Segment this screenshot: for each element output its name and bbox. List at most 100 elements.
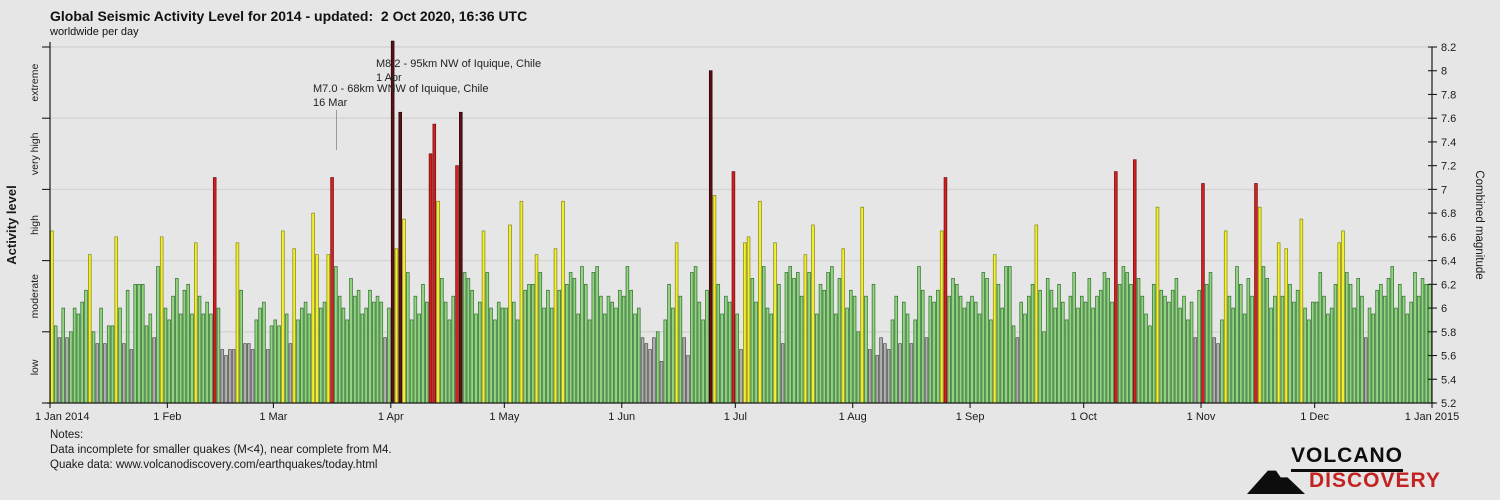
day-bar <box>1337 242 1341 404</box>
day-bar <box>871 283 876 404</box>
day-bar <box>659 361 664 404</box>
day-bar <box>826 272 830 404</box>
day-bar <box>690 272 694 404</box>
day-bar <box>845 307 849 404</box>
day-bar <box>731 171 736 404</box>
day-bar <box>99 307 103 404</box>
day-bar <box>1076 307 1080 404</box>
left-axis-title: Activity level <box>4 185 19 265</box>
day-bar <box>1405 313 1410 404</box>
x-axis-tick-label: 1 Jul <box>724 411 747 423</box>
day-bar <box>360 313 365 404</box>
day-bar <box>481 230 486 404</box>
day-bar <box>311 212 315 404</box>
day-bar <box>1288 283 1292 404</box>
right-axis-tick-label: 6.6 <box>1441 232 1456 244</box>
day-bar <box>1061 301 1065 404</box>
day-bar <box>1242 313 1247 404</box>
day-bar <box>1254 183 1258 404</box>
day-bar <box>318 307 323 404</box>
day-bar <box>428 153 433 404</box>
day-bar <box>1155 206 1160 404</box>
day-bar <box>375 295 380 404</box>
day-bar <box>1235 266 1239 404</box>
day-bar <box>1428 283 1432 404</box>
page-subtitle: worldwide per day <box>50 26 139 38</box>
day-bar <box>1326 313 1330 404</box>
day-bar <box>920 289 925 404</box>
day-bar <box>209 313 213 404</box>
day-bar <box>924 337 929 404</box>
day-bar <box>655 331 660 404</box>
day-bar <box>886 349 891 404</box>
day-bar <box>629 289 633 404</box>
day-bar <box>849 289 853 404</box>
day-bar <box>1394 307 1398 404</box>
day-bar <box>436 200 440 404</box>
day-bar <box>546 289 550 404</box>
left-axis-band-label: extreme <box>29 63 41 101</box>
day-bar <box>977 313 982 404</box>
day-bar <box>406 272 410 404</box>
right-axis-tick-label: 6.2 <box>1441 279 1456 291</box>
notes-heading: Notes: <box>50 429 84 441</box>
day-bar <box>1257 206 1262 404</box>
page-title: Global Seismic Activity Level for 2014 -… <box>50 8 528 24</box>
day-bar <box>1064 319 1069 404</box>
day-bar <box>720 313 724 404</box>
day-bar <box>879 337 883 404</box>
day-bar <box>1220 319 1224 404</box>
day-bar <box>599 295 603 404</box>
day-bar <box>678 295 683 404</box>
day-bar <box>1348 283 1353 404</box>
day-bar <box>671 307 675 404</box>
day-bar <box>1273 295 1277 404</box>
day-bar <box>1144 313 1148 404</box>
day-bar <box>587 319 592 404</box>
day-bar <box>761 266 766 404</box>
day-bar <box>262 301 266 404</box>
day-bar <box>103 343 107 404</box>
day-bar <box>474 313 478 404</box>
day-bar <box>76 313 81 404</box>
day-bar <box>996 283 1001 404</box>
day-bar <box>905 313 910 404</box>
right-axis-tick-label: 7.2 <box>1441 161 1456 173</box>
day-bar <box>205 301 209 404</box>
day-bar <box>345 319 349 404</box>
day-bar <box>159 236 164 404</box>
day-bar <box>1382 295 1387 404</box>
day-bar <box>424 301 429 404</box>
day-bar <box>239 289 243 404</box>
day-bar <box>1121 266 1126 404</box>
day-bar <box>1367 307 1372 404</box>
day-bar <box>784 272 789 404</box>
day-bar <box>1345 272 1349 404</box>
day-bar <box>470 289 474 404</box>
day-bar <box>1095 295 1099 404</box>
day-bar <box>1204 283 1209 404</box>
day-bar <box>254 319 259 404</box>
day-bar <box>152 337 156 404</box>
day-bar <box>394 248 399 404</box>
day-bar <box>1136 278 1141 404</box>
day-bar <box>171 295 175 404</box>
day-bar <box>167 319 172 404</box>
day-bar <box>1231 307 1235 404</box>
day-bar <box>413 295 418 404</box>
day-bar <box>652 337 656 404</box>
day-bar <box>602 313 607 404</box>
annotation-pointer-line <box>336 110 337 150</box>
x-axis-tick-label: 1 Mar <box>259 411 287 423</box>
day-bar <box>50 230 54 404</box>
right-axis-tick-label: 7.8 <box>1441 89 1456 101</box>
day-bar <box>1310 301 1315 404</box>
day-bar <box>712 194 717 404</box>
day-bar <box>1390 266 1394 404</box>
day-bar <box>432 123 437 404</box>
day-bar <box>1246 278 1251 404</box>
day-bar <box>1314 301 1319 404</box>
day-bar <box>341 307 346 404</box>
day-bar <box>830 266 834 404</box>
